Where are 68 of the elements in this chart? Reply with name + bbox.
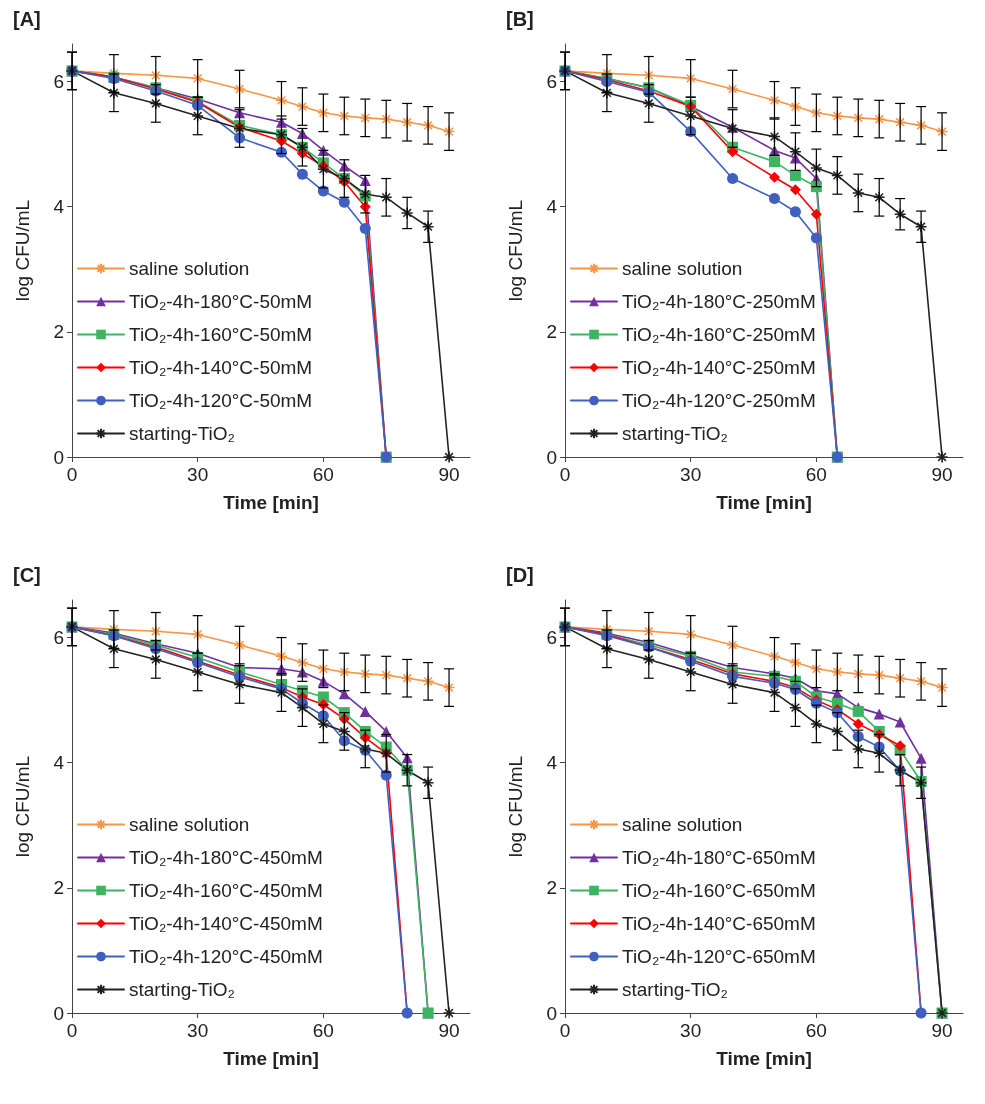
x-tick-label: 60 [805, 464, 827, 485]
x-tick-label: 90 [438, 1020, 460, 1041]
x-tick-label: 0 [559, 464, 571, 485]
chart-title: [D] [506, 564, 534, 586]
legend-label: TiO₂-4h-160°C-650mM [622, 880, 816, 901]
legend-label: TiO₂-4h-140°C-450mM [129, 913, 323, 934]
legend-label: TiO₂-4h-120°C-650mM [622, 946, 816, 967]
y-axis-title: log CFU/mL [505, 199, 526, 302]
x-tick-label: 30 [680, 464, 702, 485]
legend-label: TiO₂-4h-180°C-50mM [129, 291, 313, 312]
legend-label: starting-TiO₂ [622, 979, 728, 1000]
legend-label: TiO₂-4h-120°C-450mM [129, 946, 323, 967]
y-tick-label: 6 [546, 627, 557, 649]
x-tick-label: 90 [438, 464, 460, 485]
x-tick-label: 60 [312, 464, 334, 485]
legend-label: TiO₂-4h-180°C-650mM [622, 847, 816, 868]
y-tick-label: 4 [546, 752, 558, 774]
y-tick-label: 2 [53, 321, 64, 343]
x-tick-label: 90 [931, 464, 953, 485]
chart-title: [C] [13, 564, 41, 586]
y-tick-label: 4 [546, 196, 558, 218]
chart-title: [B] [506, 8, 534, 30]
legend-label: saline solution [622, 258, 743, 279]
x-tick-label: 60 [805, 1020, 827, 1041]
x-axis-title: Time [min] [223, 1048, 319, 1069]
x-axis-title: Time [min] [716, 1048, 812, 1069]
y-tick-label: 0 [53, 446, 64, 468]
x-tick-label: 0 [559, 1020, 571, 1041]
legend-label: saline solution [129, 258, 250, 279]
legend-label: TiO₂-4h-160°C-450mM [129, 880, 323, 901]
legend-label: saline solution [129, 814, 250, 835]
legend-label: TiO₂-4h-160°C-250mM [622, 324, 816, 345]
legend-label: starting-TiO₂ [622, 423, 728, 444]
x-axis-title: Time [min] [223, 492, 319, 513]
x-tick-label: 30 [680, 1020, 702, 1041]
legend-label: TiO₂-4h-180°C-450mM [129, 847, 323, 868]
legend-label: TiO₂-4h-120°C-250mM [622, 390, 816, 411]
legend-label: starting-TiO₂ [129, 979, 235, 1000]
y-tick-label: 0 [546, 1002, 557, 1024]
x-tick-label: 0 [66, 1020, 78, 1041]
legend-label: TiO₂-4h-140°C-50mM [129, 357, 313, 378]
y-tick-label: 6 [546, 71, 557, 93]
y-tick-label: 6 [53, 627, 64, 649]
y-tick-label: 2 [546, 321, 557, 343]
y-tick-label: 0 [53, 1002, 64, 1024]
x-tick-label: 90 [931, 1020, 953, 1041]
x-tick-label: 30 [187, 1020, 209, 1041]
chart-title: [A] [13, 8, 41, 30]
y-axis-title: log CFU/mL [12, 755, 33, 858]
y-tick-label: 4 [53, 196, 65, 218]
y-tick-label: 0 [546, 446, 557, 468]
y-tick-label: 2 [53, 877, 64, 899]
legend-label: TiO₂-4h-140°C-650mM [622, 913, 816, 934]
y-axis-title: log CFU/mL [505, 755, 526, 858]
x-tick-label: 60 [312, 1020, 334, 1041]
y-tick-label: 4 [53, 752, 65, 774]
x-axis-title: Time [min] [716, 492, 812, 513]
y-tick-label: 6 [53, 71, 64, 93]
legend-label: TiO₂-4h-160°C-50mM [129, 324, 313, 345]
y-tick-label: 2 [546, 877, 557, 899]
legend-label: TiO₂-4h-140°C-250mM [622, 357, 816, 378]
legend-label: TiO₂-4h-180°C-250mM [622, 291, 816, 312]
legend-label: starting-TiO₂ [129, 423, 235, 444]
legend-label: saline solution [622, 814, 743, 835]
x-tick-label: 0 [66, 464, 78, 485]
y-axis-title: log CFU/mL [12, 199, 33, 302]
legend-label: TiO₂-4h-120°C-50mM [129, 390, 313, 411]
x-tick-label: 30 [187, 464, 209, 485]
